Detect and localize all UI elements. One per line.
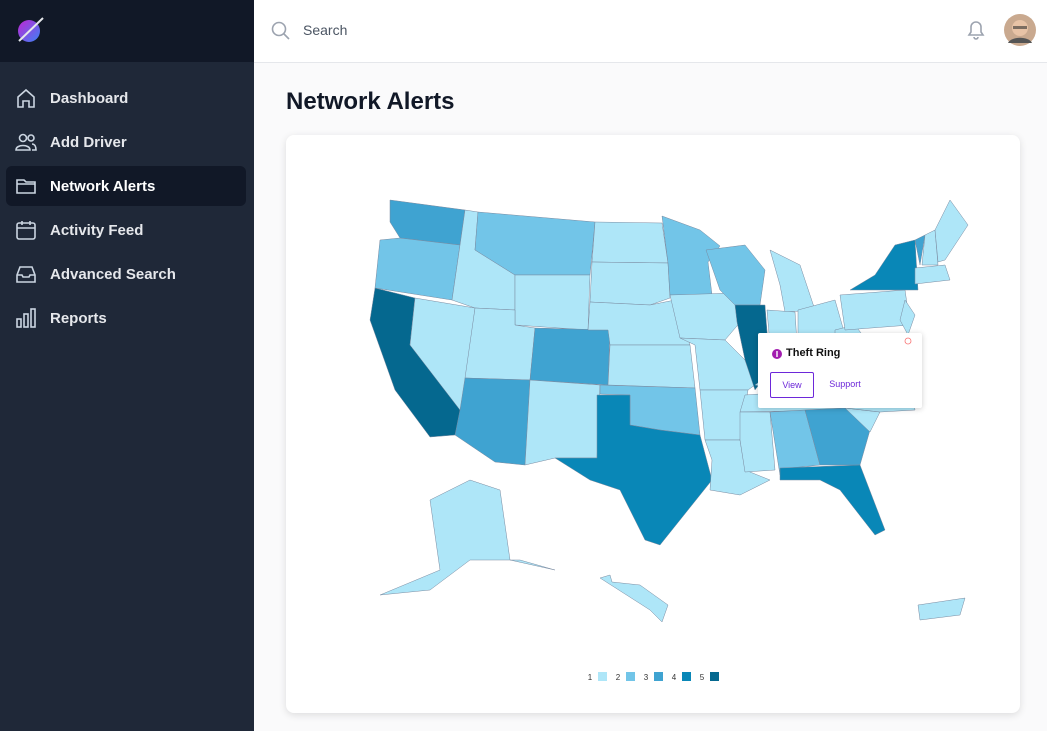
support-button[interactable]: Support [829,379,861,389]
logo-bar [0,0,254,62]
close-button[interactable] [904,337,912,345]
popup-title: Theft Ring [786,347,841,359]
nav-item[interactable]: Add Driver [6,122,246,162]
folder-icon [16,179,36,194]
search-input[interactable]: Search [303,22,348,38]
nav-label: Network Alerts [50,177,156,195]
page-title: Network Alerts [286,88,455,115]
logo [18,17,44,42]
nav-item[interactable]: Reports [6,298,246,338]
header: Search [254,0,1047,63]
view-button[interactable]: View [770,372,814,398]
nav-item[interactable]: Dashboard [6,78,246,118]
nav-label: Advanced Search [50,265,176,283]
nav-label: Dashboard [50,89,129,107]
inbox-icon [16,266,36,283]
nav-label: Add Driver [50,133,127,151]
users-icon [15,133,37,151]
search-icon [271,21,290,40]
avatar[interactable] [1003,13,1037,47]
home-icon [17,88,35,108]
nav-label: Activity Feed [50,221,144,239]
bell-icon[interactable] [965,18,987,42]
nav-label: Reports [50,309,107,327]
alert-icon [772,349,782,359]
nav-item[interactable]: Network Alerts [6,166,246,206]
calendar-icon [16,221,36,240]
sidebar: Dashboard Add Driver Network Alerts Acti… [0,0,254,731]
chart-icon [16,308,36,328]
nav-item[interactable]: Activity Feed [6,210,246,250]
alert-popup: Theft Ring View Support [758,333,922,408]
nav-item[interactable]: Advanced Search [6,254,246,294]
map-card [286,135,1020,713]
